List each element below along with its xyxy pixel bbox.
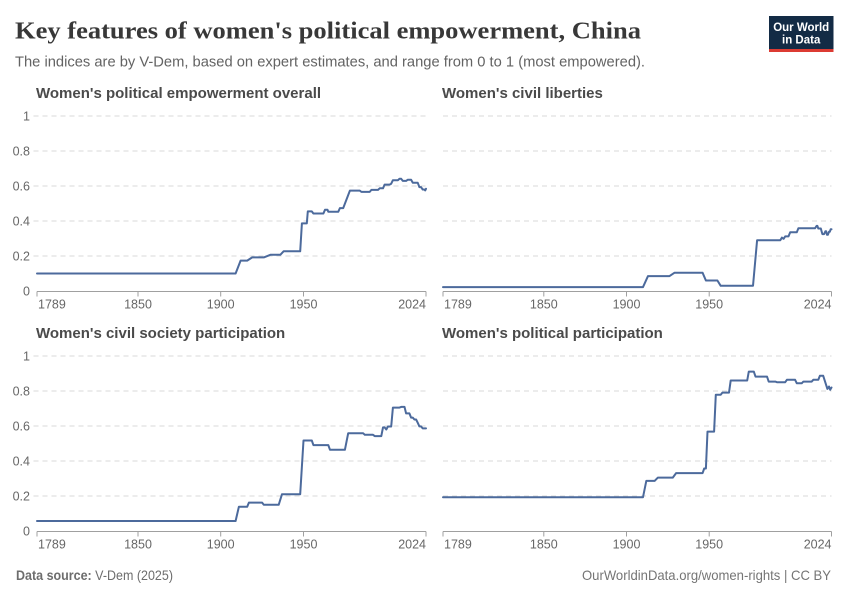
svg-text:1789: 1789: [38, 298, 66, 312]
svg-text:1850: 1850: [530, 298, 558, 312]
svg-text:1950: 1950: [695, 298, 723, 312]
svg-text:1789: 1789: [444, 538, 472, 552]
svg-text:in Data: in Data: [782, 35, 821, 47]
svg-text:2024: 2024: [398, 538, 426, 552]
svg-text:1900: 1900: [207, 538, 235, 552]
svg-text:Data source: V-Dem (2025): Data source: V-Dem (2025): [16, 567, 173, 583]
svg-text:Women's civil society particip: Women's civil society participation: [36, 325, 285, 342]
svg-text:2024: 2024: [804, 538, 832, 552]
svg-text:1900: 1900: [613, 298, 641, 312]
svg-text:0.4: 0.4: [13, 215, 30, 229]
svg-text:0: 0: [23, 525, 30, 539]
svg-text:1950: 1950: [290, 538, 318, 552]
svg-text:Women's civil liberties: Women's civil liberties: [442, 85, 603, 102]
svg-text:0.6: 0.6: [13, 420, 30, 434]
svg-text:1850: 1850: [124, 298, 152, 312]
svg-text:Women's political empowerment: Women's political empowerment overall: [36, 85, 321, 102]
svg-text:0.6: 0.6: [13, 180, 30, 194]
svg-text:0.4: 0.4: [13, 455, 30, 469]
svg-text:0.8: 0.8: [13, 145, 30, 159]
svg-text:0.2: 0.2: [13, 250, 30, 264]
svg-text:1850: 1850: [124, 538, 152, 552]
svg-text:1789: 1789: [38, 538, 66, 552]
svg-text:2024: 2024: [398, 298, 426, 312]
svg-text:0.8: 0.8: [13, 385, 30, 399]
svg-text:1950: 1950: [695, 538, 723, 552]
svg-text:1789: 1789: [444, 298, 472, 312]
svg-text:0: 0: [23, 285, 30, 299]
svg-text:Women's political participatio: Women's political participation: [442, 325, 663, 342]
svg-text:2024: 2024: [804, 298, 832, 312]
svg-text:1900: 1900: [207, 298, 235, 312]
svg-text:1900: 1900: [613, 538, 641, 552]
svg-text:Key features of women's politi: Key features of women's political empowe…: [15, 18, 641, 45]
svg-text:OurWorldinData.org/women-right: OurWorldinData.org/women-rights | CC BY: [582, 567, 832, 583]
svg-text:1: 1: [23, 110, 30, 124]
svg-text:The indices are by V-Dem, base: The indices are by V-Dem, based on exper…: [15, 54, 645, 71]
svg-text:0.2: 0.2: [13, 490, 30, 504]
svg-text:1950: 1950: [290, 298, 318, 312]
svg-text:Our World: Our World: [773, 22, 829, 34]
svg-text:1: 1: [23, 350, 30, 364]
svg-text:1850: 1850: [530, 538, 558, 552]
